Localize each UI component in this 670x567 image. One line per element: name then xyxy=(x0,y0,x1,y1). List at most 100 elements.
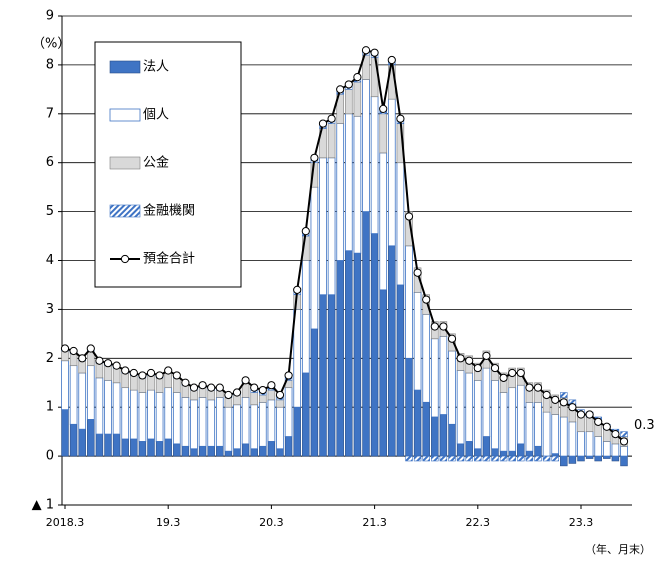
bar-segment xyxy=(344,113,353,252)
bar-segment xyxy=(276,399,284,408)
bar-segment xyxy=(439,414,448,457)
bar-segment xyxy=(448,350,456,425)
bar-segment xyxy=(130,438,138,457)
bar-segment xyxy=(568,421,577,457)
bar-segment xyxy=(413,455,422,462)
bar-segment xyxy=(86,365,95,420)
point xyxy=(490,363,500,373)
bar-segment xyxy=(104,365,112,381)
bar-segment xyxy=(112,367,121,384)
bar-segment xyxy=(456,455,465,462)
bar-segment xyxy=(181,384,190,398)
bar-segment xyxy=(104,379,112,435)
bar-segment xyxy=(396,284,405,457)
point xyxy=(465,356,474,365)
bar-segment xyxy=(250,448,258,457)
y-tick-label: 5 xyxy=(46,204,54,219)
bar-segment xyxy=(448,424,456,457)
point xyxy=(198,381,207,390)
bar-segment xyxy=(155,377,164,393)
bar-segment xyxy=(267,399,276,442)
point xyxy=(155,371,164,380)
bar-segment xyxy=(482,455,491,462)
bar-segment xyxy=(267,441,276,457)
bar-segment xyxy=(69,353,78,366)
bar-segment xyxy=(345,250,353,457)
point xyxy=(241,376,250,385)
point xyxy=(525,383,534,392)
point xyxy=(318,119,328,128)
bar-segment xyxy=(104,433,112,457)
point xyxy=(172,371,181,380)
y-tick-label: 7 xyxy=(46,106,54,121)
bar-segment xyxy=(413,389,422,457)
bar-segment xyxy=(224,450,233,457)
bar-segment xyxy=(216,446,224,457)
bar-segment xyxy=(121,387,130,440)
bar-segment xyxy=(241,397,250,445)
bar-segment xyxy=(138,377,147,393)
bar-segment xyxy=(379,113,387,154)
bar-segment xyxy=(620,431,628,437)
bar-segment xyxy=(78,428,86,457)
point xyxy=(361,46,371,55)
bar-segment xyxy=(362,79,370,212)
bar-segment xyxy=(164,372,172,388)
bar-segment xyxy=(602,441,611,457)
bar-segment xyxy=(370,96,379,235)
point xyxy=(611,429,620,439)
legend-label: 個人 xyxy=(143,108,169,123)
bar-segment xyxy=(78,372,87,430)
point xyxy=(594,417,603,426)
bar-segment xyxy=(534,401,542,447)
point xyxy=(516,368,525,378)
bar-segment xyxy=(310,328,319,457)
bar-segment xyxy=(147,389,155,440)
bar-segment xyxy=(560,392,568,398)
bar-segment xyxy=(190,399,198,450)
bar-segment xyxy=(388,245,396,457)
bar-segment xyxy=(95,377,104,435)
bar-segment xyxy=(310,186,319,330)
point xyxy=(396,114,405,123)
bar-segment xyxy=(499,372,508,393)
bar-segment xyxy=(78,360,86,374)
bar-segment xyxy=(353,81,362,117)
bar-segment xyxy=(517,455,525,462)
bar-segment xyxy=(121,372,129,388)
bar-segment xyxy=(353,115,362,254)
bar-segment xyxy=(207,399,216,447)
bar-segment xyxy=(362,211,370,457)
point xyxy=(576,410,586,419)
point xyxy=(413,268,422,277)
bar-segment xyxy=(568,455,577,464)
bar-segment xyxy=(319,157,327,296)
x-tick-label: 19.3 xyxy=(156,516,181,529)
bar-segment xyxy=(405,455,413,462)
point xyxy=(619,437,629,446)
bar-segment xyxy=(474,448,482,457)
x-tick-label: 2018.3 xyxy=(46,516,85,529)
bar-segment xyxy=(327,294,336,457)
bar-segment xyxy=(250,404,259,450)
bar-segment xyxy=(491,448,499,457)
bar-segment xyxy=(525,382,534,403)
point xyxy=(602,422,611,431)
point xyxy=(387,55,396,65)
bar-segment xyxy=(465,372,474,442)
bar-segment xyxy=(577,431,585,457)
legend-swatch xyxy=(109,60,141,74)
bar-segment xyxy=(69,424,78,457)
bar-segment xyxy=(112,433,121,457)
bar-segment xyxy=(431,416,439,457)
legend-swatch xyxy=(109,156,141,170)
bar-segment xyxy=(147,375,155,391)
point xyxy=(189,383,199,392)
bar-segment xyxy=(525,401,534,452)
data-label: 0.3 xyxy=(634,418,655,433)
bar-segment xyxy=(474,455,482,462)
point xyxy=(215,383,224,392)
point xyxy=(250,383,259,392)
bar-segment xyxy=(516,384,525,445)
x-tick-label: 20.3 xyxy=(259,516,284,529)
